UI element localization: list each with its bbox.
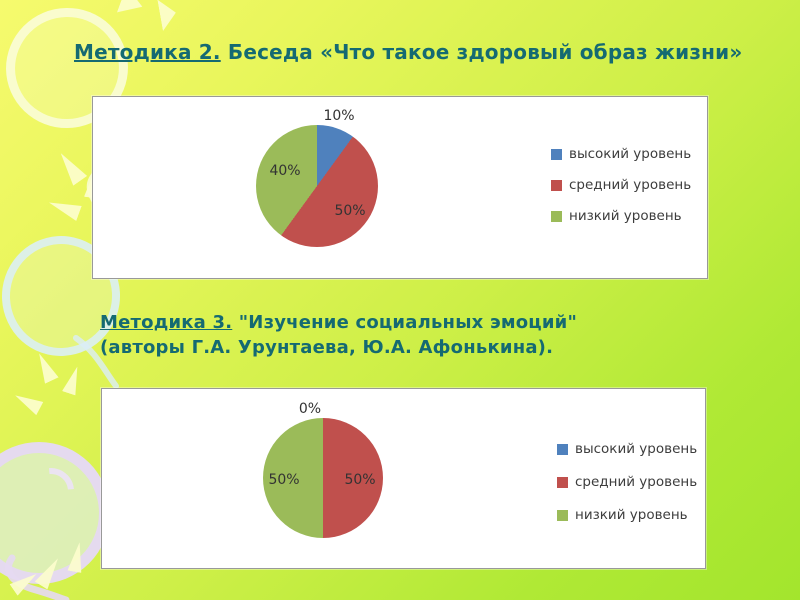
legend-item-high: высокий уровень [557,441,697,457]
legend-swatch-high-icon [557,443,568,455]
chart-2-panel: 0% 50% 50% высокий уровень средний урове… [101,388,706,569]
balloon-decoration-pink [0,442,110,584]
balloon-highlight-decoration [18,458,84,524]
legend-item-medium: средний уровень [551,177,691,193]
legend-label-medium: средний уровень [569,177,692,193]
confetti-ray-decoration [54,148,87,186]
section-2-title-line-1: Методика 3. "Изучение социальных эмоций" [100,310,700,335]
pie-2-label-medium: 50% [344,472,376,488]
chart-1-panel: 10% 50% 40% высокий уровень средний уров… [92,96,708,279]
section-1-title-text: Беседа «Что такое здоровый образ жизни» [220,40,743,64]
legend-label-medium: средний уровень [575,474,698,490]
legend-item-low: низкий уровень [557,507,697,523]
section-2-title-prefix: Методика 3. [100,312,233,333]
legend-swatch-high-icon [551,148,562,160]
pie-1-label-low: 40% [269,163,301,179]
section-2-title-text: "Изучение социальных эмоций" [232,312,578,333]
legend-label-high: высокий уровень [569,146,692,162]
legend-label-low: низкий уровень [575,507,688,523]
section-2-title: Методика 3. "Изучение социальных эмоций"… [100,310,700,360]
pie-2-label-high: 0% [298,401,322,417]
pie-chart-2 [263,418,383,538]
pie-1-label-medium: 50% [334,203,366,219]
legend-item-high: высокий уровень [551,146,691,162]
legend-swatch-low-icon [557,509,568,521]
chart-2-legend: высокий уровень средний уровень низкий у… [557,441,697,523]
balloon-string-decoration-pink [4,554,70,600]
confetti-ray-decoration [10,568,41,596]
confetti-ray-decoration [46,195,82,221]
section-2-title-line-2: (авторы Г.А. Урунтаева, Ю.А. Афонькина). [100,337,554,358]
confetti-ray-decoration [68,541,87,573]
pie-1-label-high: 10% [323,108,355,124]
legend-item-medium: средний уровень [557,474,697,490]
legend-swatch-low-icon [551,210,562,222]
legend-swatch-medium-icon [557,476,568,488]
confetti-ray-decoration [117,0,147,20]
confetti-ray-decoration [32,350,58,384]
pie-2-label-low: 50% [268,472,300,488]
confetti-ray-decoration [12,389,44,415]
section-1-title-prefix: Методика 2. [74,40,221,64]
confetti-ray-decoration [157,0,178,31]
legend-label-high: высокий уровень [575,441,698,457]
chart-1-legend: высокий уровень средний уровень низкий у… [551,146,691,224]
pie-chart-1 [256,125,378,247]
confetti-ray-decoration [35,554,65,589]
legend-label-low: низкий уровень [569,208,682,224]
section-1-title: Методика 2. Беседа «Что такое здоровый о… [74,40,774,64]
confetti-ray-decoration [62,365,84,396]
legend-swatch-medium-icon [551,179,562,191]
legend-item-low: низкий уровень [551,208,691,224]
